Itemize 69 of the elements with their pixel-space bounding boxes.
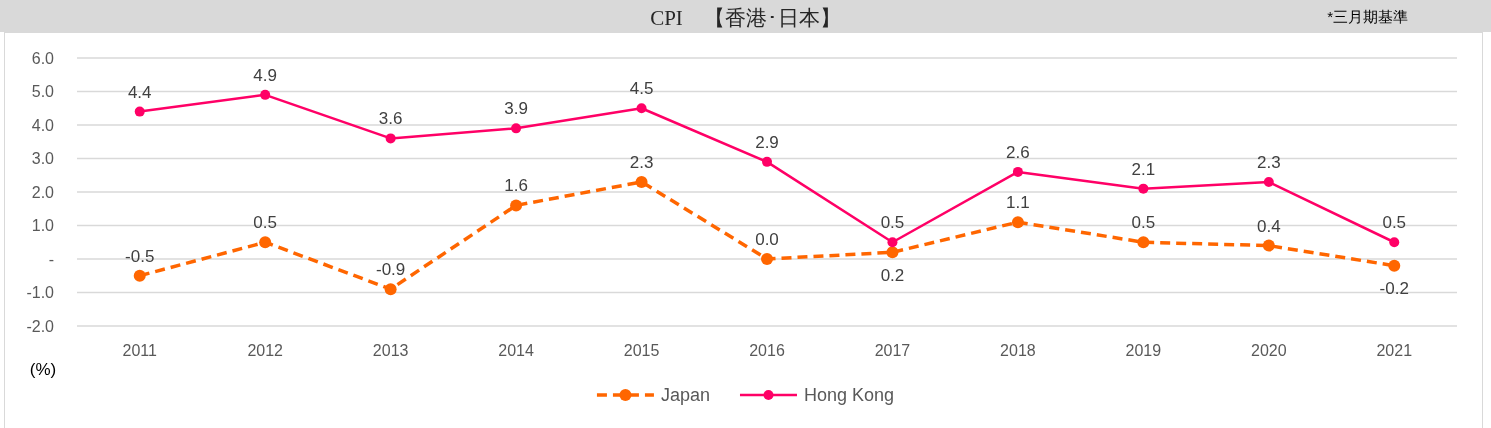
legend-label: Hong Kong bbox=[803, 385, 895, 405]
point bbox=[636, 103, 647, 114]
x-tick-label: 2013 bbox=[372, 341, 409, 359]
point bbox=[1012, 166, 1023, 177]
y-tick-label: 2.0 bbox=[31, 183, 55, 201]
point bbox=[384, 283, 397, 296]
data-label: 0.5 bbox=[1131, 213, 1156, 233]
data-label: 2.3 bbox=[629, 152, 654, 172]
x-tick-label: 2020 bbox=[1251, 341, 1287, 359]
point bbox=[1263, 176, 1274, 187]
data-label: -0.5 bbox=[125, 246, 155, 266]
point bbox=[1262, 239, 1275, 252]
data-label: 0.5 bbox=[253, 213, 277, 233]
legend-label: Japan bbox=[660, 385, 710, 405]
data-label: 2.9 bbox=[755, 132, 779, 152]
point bbox=[510, 199, 523, 212]
data-label: -0.2 bbox=[1379, 278, 1409, 298]
y-tick-label: -2.0 bbox=[26, 317, 55, 335]
data-label: 4.5 bbox=[629, 79, 654, 99]
y-tick-label: 3.0 bbox=[31, 150, 55, 167]
y-tick-label: - bbox=[48, 250, 54, 268]
point bbox=[1011, 216, 1024, 229]
y-axis-title: (%) bbox=[29, 359, 57, 379]
y-tick-label: 5.0 bbox=[31, 83, 55, 100]
x-tick-label: 2021 bbox=[1376, 341, 1413, 359]
text: *三月期基準 bbox=[1327, 8, 1408, 27]
point bbox=[762, 156, 772, 167]
x-tick-label: 2011 bbox=[122, 341, 158, 359]
data-label: -0.9 bbox=[375, 260, 406, 280]
x-tick-label: 2016 bbox=[749, 341, 785, 359]
point bbox=[886, 246, 899, 259]
data-label: 4.4 bbox=[127, 82, 152, 102]
point bbox=[134, 106, 145, 117]
chart-title: CPI 【香港･日本】 bbox=[650, 6, 841, 30]
data-label: 1.6 bbox=[504, 176, 528, 196]
data-label: 4.9 bbox=[253, 65, 277, 85]
point bbox=[1389, 237, 1400, 248]
data-label: 3.9 bbox=[504, 99, 528, 119]
data-label: 0.5 bbox=[880, 213, 905, 233]
data-label: 0.2 bbox=[880, 265, 905, 285]
point bbox=[385, 133, 396, 144]
data-label: 0.4 bbox=[1257, 216, 1281, 236]
point bbox=[259, 236, 272, 249]
point bbox=[761, 253, 773, 265]
x-tick-label: 2015 bbox=[623, 341, 660, 359]
x-tick-label: 2018 bbox=[1000, 341, 1036, 359]
data-label: 3.6 bbox=[378, 109, 403, 129]
x-tick-label: 2017 bbox=[874, 341, 911, 359]
data-label: 0.0 bbox=[755, 230, 779, 249]
x-tick-label: 2019 bbox=[1125, 341, 1162, 359]
x-tick-label: 2014 bbox=[498, 341, 534, 359]
data-label: 2.3 bbox=[1257, 152, 1281, 172]
point bbox=[1138, 183, 1149, 194]
point bbox=[133, 269, 146, 282]
data-label: 1.1 bbox=[1006, 193, 1030, 213]
y-tick-label: 4.0 bbox=[31, 116, 55, 134]
y-tick-label: 1.0 bbox=[31, 217, 55, 234]
point bbox=[511, 123, 522, 134]
point bbox=[1388, 259, 1401, 272]
data-label: 0.5 bbox=[1382, 213, 1407, 233]
point bbox=[887, 237, 898, 248]
data-label: 2.6 bbox=[1006, 142, 1030, 162]
y-tick-label: 6.0 bbox=[31, 49, 55, 67]
data-label: 2.1 bbox=[1131, 159, 1156, 179]
point bbox=[635, 175, 648, 188]
point bbox=[1137, 236, 1150, 249]
y-tick-label: -1.0 bbox=[26, 284, 55, 301]
x-tick-label: 2012 bbox=[247, 341, 284, 359]
point bbox=[260, 89, 271, 100]
